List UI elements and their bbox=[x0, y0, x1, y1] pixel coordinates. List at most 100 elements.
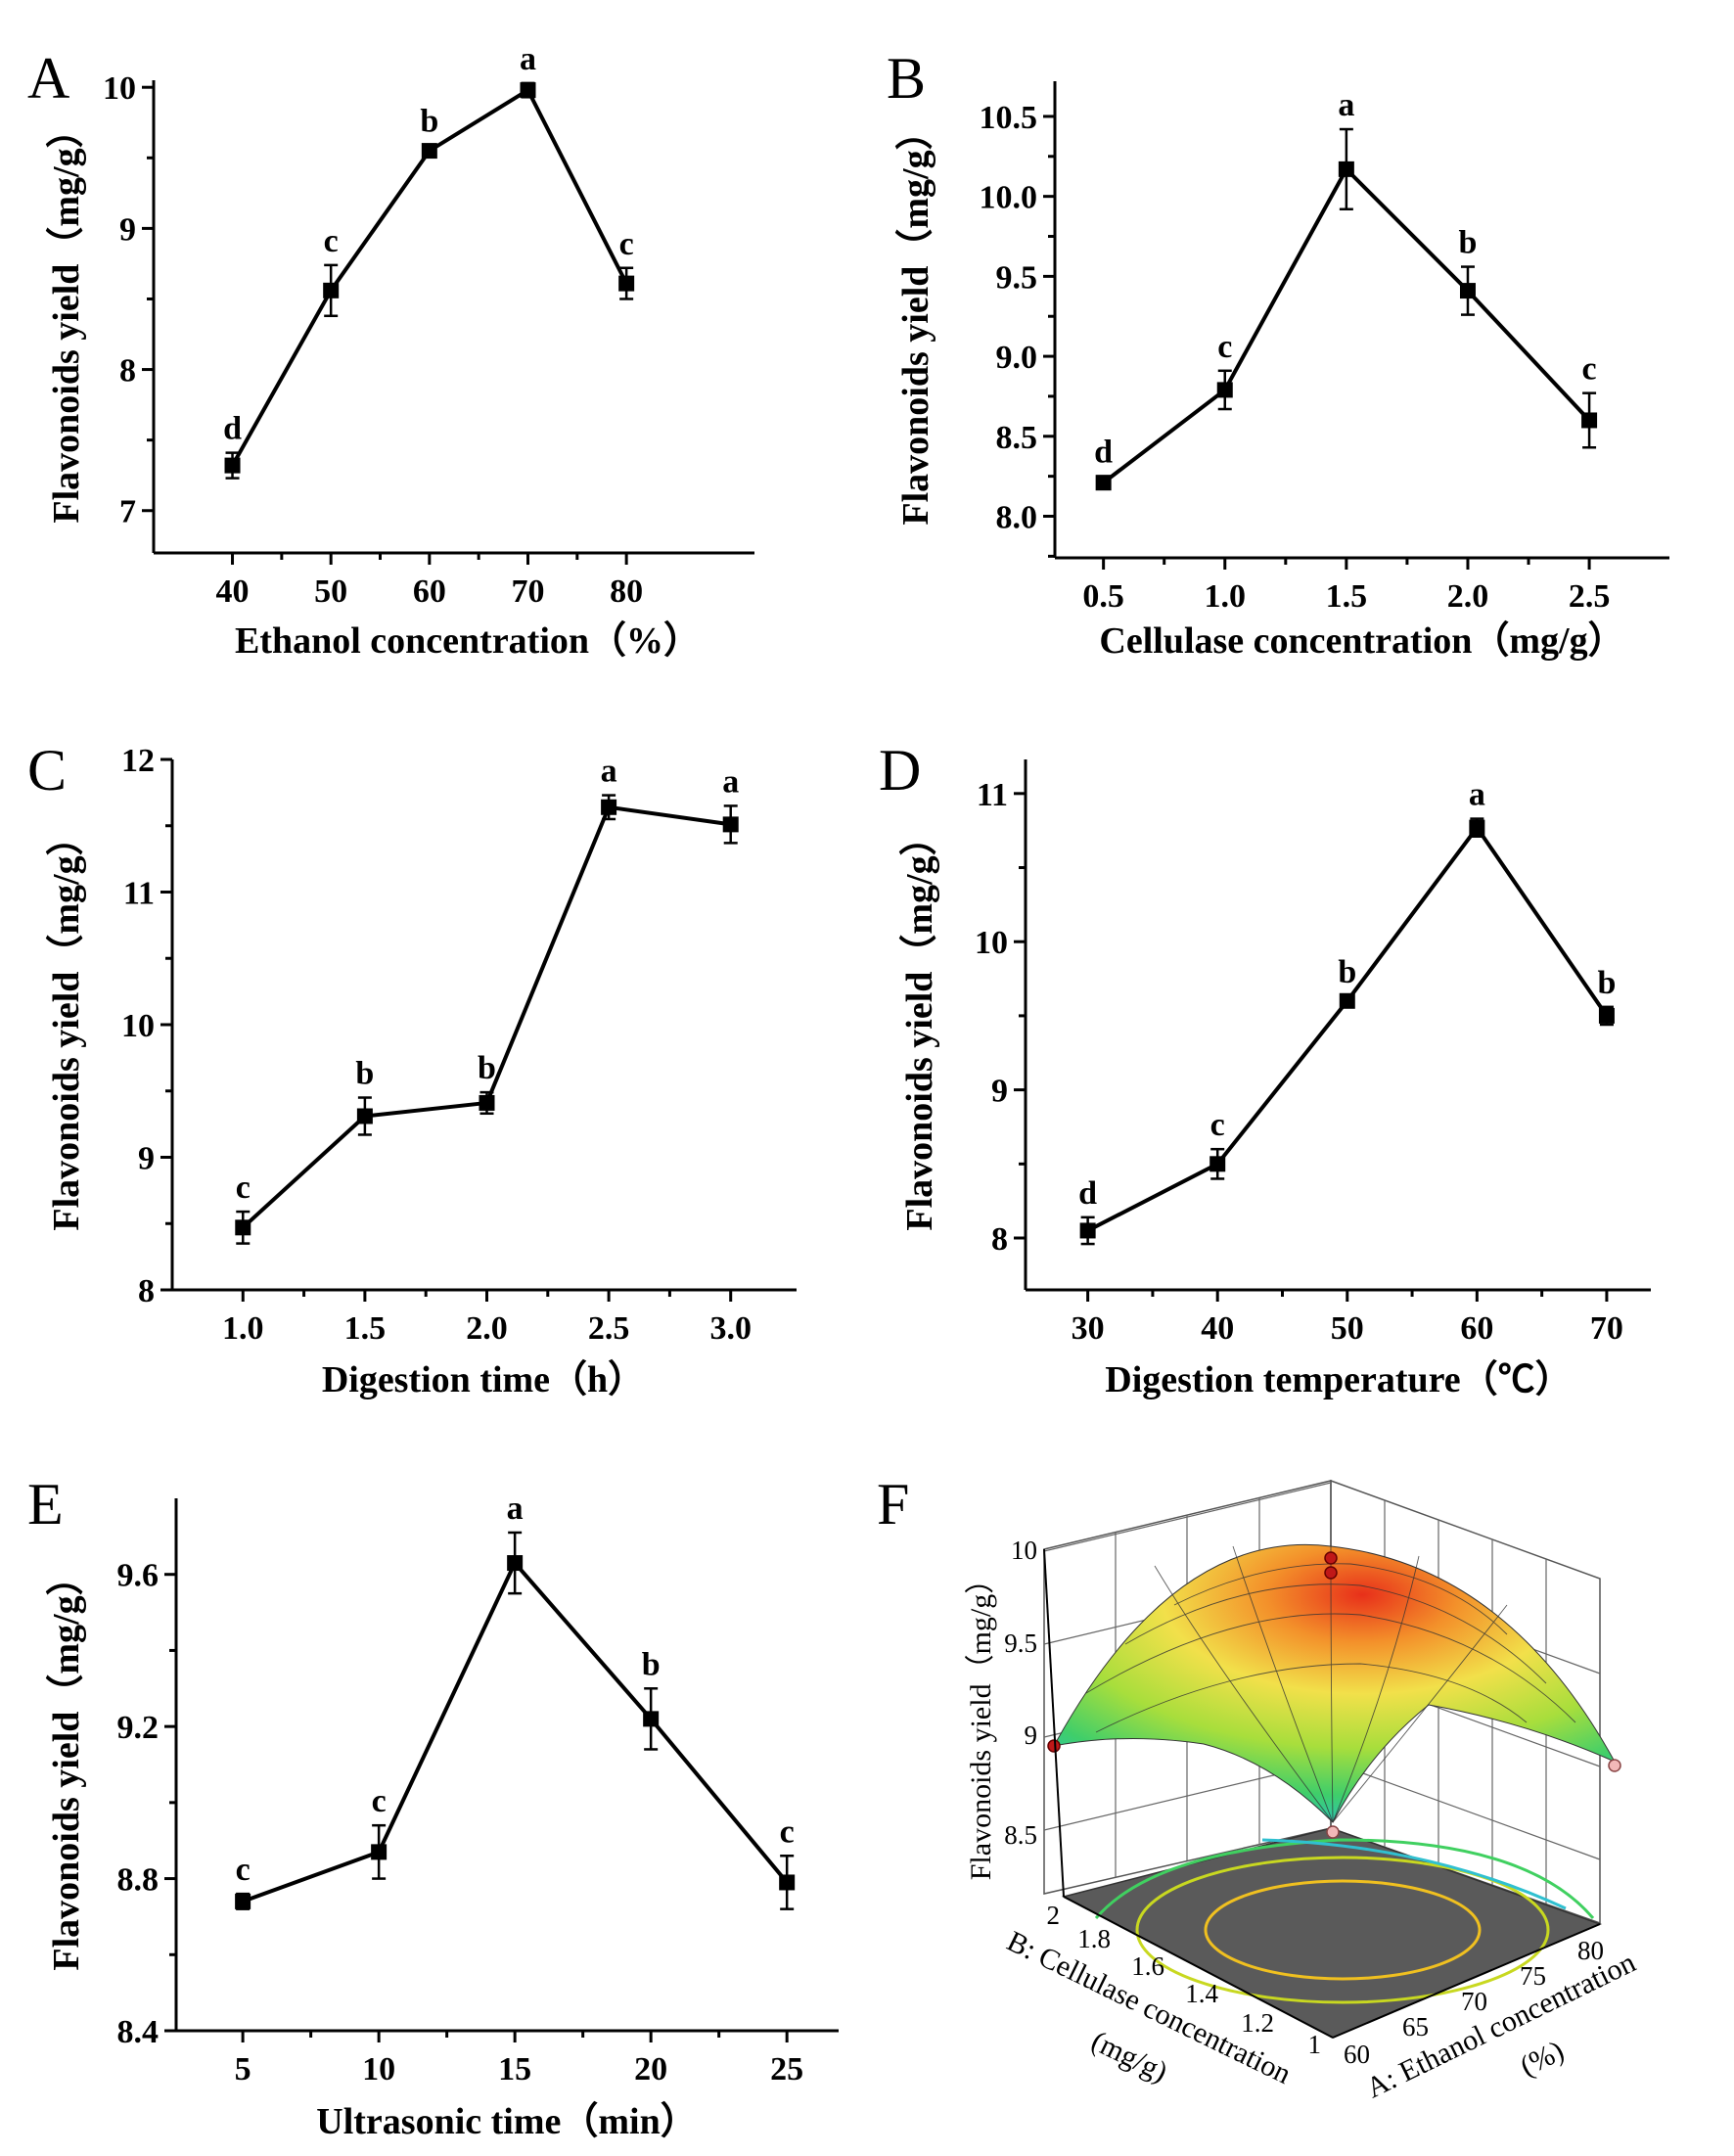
panel-e-x-tick-label: 25 bbox=[770, 2051, 803, 2087]
panel-c-x-tick-label: 2.0 bbox=[466, 1310, 508, 1347]
panel-e-y-tick-label: 8.8 bbox=[117, 1862, 160, 1899]
panel-a-significance-label: c bbox=[324, 223, 339, 259]
panel-d-x-tick-label: 40 bbox=[1201, 1310, 1234, 1347]
f-z-tick-95: 9.5 bbox=[1004, 1628, 1037, 1658]
panel-b-significance-label: c bbox=[1217, 329, 1232, 365]
panel-d-data-point bbox=[1598, 1007, 1615, 1024]
panel-f-letter: F bbox=[877, 1472, 909, 1537]
f-a-axis-unit: (%) bbox=[1515, 2035, 1569, 2083]
panel-e-significance-label: c bbox=[372, 1783, 387, 1819]
panel-a-significance-label: c bbox=[619, 226, 634, 262]
f-b-tick-12: 1.2 bbox=[1241, 2008, 1274, 2038]
panel-a-significance-label: d bbox=[223, 411, 242, 447]
panel-b-y-axis-title: Flavonoids yield（mg/g） bbox=[895, 113, 936, 525]
panel-b-y-tick-label: 8.0 bbox=[996, 500, 1038, 536]
panel-c-x-axis-title: Digestion time（h） bbox=[322, 1359, 645, 1400]
panel-b-y-tick-label: 10.5 bbox=[980, 100, 1038, 136]
f-b-axis bbox=[1063, 1896, 1334, 2039]
panel-b-letter: B bbox=[887, 46, 926, 111]
panel-a-x-tick-label: 80 bbox=[610, 573, 643, 610]
panel-d-data-point bbox=[1339, 992, 1355, 1009]
panel-e-y-axis-title: Flavonoids yield（mg/g） bbox=[46, 1558, 87, 1970]
panel-e-x-axis-title: Ultrasonic time（min） bbox=[316, 2101, 697, 2142]
panel-d-series-line bbox=[1086, 824, 1609, 1233]
f-design-point-top-2 bbox=[1324, 1566, 1338, 1580]
panel-e-series-line bbox=[242, 1559, 789, 1904]
panel-d-y-tick-label: 9 bbox=[991, 1074, 1008, 1110]
panel-b-y-tick-label: 9.0 bbox=[996, 340, 1038, 376]
panel-b-significance-label: a bbox=[1338, 87, 1354, 123]
panel-b-x-tick-label: 2.5 bbox=[1569, 578, 1611, 615]
panel-b-y-tick-label: 9.5 bbox=[996, 259, 1038, 296]
panel-e-x-tick-label: 10 bbox=[362, 2051, 395, 2087]
panel-b-series-line bbox=[1102, 165, 1591, 484]
panel-d-x-tick-label: 70 bbox=[1590, 1310, 1623, 1347]
f-a-tick-75: 75 bbox=[1520, 1961, 1546, 1991]
f-b-axis-unit: (mg/g) bbox=[1086, 2025, 1172, 2088]
panel-a-data-point bbox=[520, 82, 536, 99]
panel-a-x-tick-label: 50 bbox=[314, 573, 347, 610]
panel-b-line-chart: B 8.0 8.5 9.0 9.5 10.0 10.5 0.5 1.0 1.5 2.0 2.5 Cell… bbox=[887, 46, 1669, 662]
f-z-axis bbox=[1043, 1548, 1065, 1898]
panel-e-y-tick-label: 9.6 bbox=[117, 1558, 160, 1594]
panel-d-significance-label: a bbox=[1469, 777, 1485, 813]
panel-c-line-chart: C 8 9 10 11 12 1.0 1.5 2.0 2.5 3.0 Digestion time（h… bbox=[27, 738, 797, 1400]
f-contour-inner bbox=[1204, 1879, 1482, 1981]
panel-a-x-tick-label: 60 bbox=[413, 573, 446, 610]
f-b-tick-14: 1.4 bbox=[1185, 1979, 1218, 2008]
panel-e-line-chart: E 8.4 8.8 9.2 9.6 5 10 15 20 25 Ultrasonic time（mi… bbox=[27, 1472, 839, 2142]
panel-c-letter: C bbox=[27, 738, 67, 803]
panel-c-data-point bbox=[722, 816, 739, 833]
panel-b-significance-label: d bbox=[1094, 435, 1113, 471]
panel-b-x-axis-title: Cellulase concentration（mg/g） bbox=[1099, 620, 1624, 662]
panel-b-y-tick-label: 10.0 bbox=[980, 180, 1038, 216]
f-design-point-right bbox=[1608, 1759, 1621, 1772]
panel-c-data-point bbox=[235, 1219, 251, 1236]
f-z-axis-title: Flavonoids yield（mg/g） bbox=[965, 1565, 997, 1881]
panel-a-y-tick-label: 7 bbox=[119, 494, 136, 530]
panel-b-data-point bbox=[1459, 283, 1476, 299]
panel-a-letter: A bbox=[27, 46, 69, 111]
f-a-tick-80: 80 bbox=[1577, 1936, 1604, 1965]
panel-d-x-axis-title: Digestion temperature（℃） bbox=[1105, 1359, 1572, 1400]
panel-c-significance-label: b bbox=[478, 1050, 496, 1086]
f-design-point-top bbox=[1324, 1551, 1338, 1565]
f-design-point-bottom bbox=[1326, 1825, 1340, 1839]
panel-d-data-point bbox=[1209, 1156, 1226, 1172]
panel-c-significance-label: b bbox=[355, 1056, 374, 1092]
panel-a-y-tick-label: 10 bbox=[103, 70, 136, 107]
panel-e-letter: E bbox=[27, 1472, 64, 1537]
f-z-tick-9: 9 bbox=[1025, 1720, 1038, 1750]
panel-c-significance-label: a bbox=[601, 754, 617, 790]
panel-c-x-tick-label: 3.0 bbox=[709, 1310, 752, 1347]
panel-a-significance-label: b bbox=[420, 103, 438, 139]
panel-e-data-point bbox=[235, 1893, 251, 1909]
panel-a-x-tick-label: 70 bbox=[511, 573, 544, 610]
panel-e-significance-label: c bbox=[236, 1852, 251, 1888]
panel-a-data-point bbox=[323, 282, 340, 298]
panel-b-data-point bbox=[1095, 475, 1112, 491]
f-a-tick-60: 60 bbox=[1344, 2040, 1370, 2069]
panel-c-x-tick-label: 1.0 bbox=[222, 1310, 264, 1347]
panel-d-y-tick-label: 11 bbox=[977, 777, 1008, 813]
panel-a-y-axis-title: Flavonoids yield（mg/g） bbox=[46, 111, 87, 523]
f-contour-outer bbox=[1094, 1838, 1595, 1919]
panel-a-y-tick-label: 8 bbox=[119, 353, 136, 390]
panel-a-data-point bbox=[421, 143, 437, 160]
panel-d-significance-label: b bbox=[1338, 954, 1356, 990]
panel-b-y-tick-label: 8.5 bbox=[996, 420, 1038, 456]
f-z-tick-10: 10 bbox=[1011, 1536, 1037, 1565]
panel-c-data-point bbox=[356, 1108, 373, 1124]
panel-e-data-point bbox=[779, 1874, 796, 1891]
f-surface bbox=[1053, 1543, 1617, 1823]
panel-d-x-tick-label: 30 bbox=[1072, 1310, 1105, 1347]
panel-c-x-tick-label: 2.5 bbox=[588, 1310, 630, 1347]
panel-e-x-tick-label: 20 bbox=[634, 2051, 667, 2087]
panel-b-significance-label: b bbox=[1459, 225, 1478, 261]
panel-b-data-point bbox=[1338, 161, 1354, 177]
f-b-tick-16: 1.6 bbox=[1131, 1951, 1164, 1981]
panel-a-significance-label: a bbox=[520, 41, 536, 77]
f-b-tick-18: 1.8 bbox=[1077, 1924, 1111, 1953]
panel-a-data-point bbox=[618, 275, 635, 292]
